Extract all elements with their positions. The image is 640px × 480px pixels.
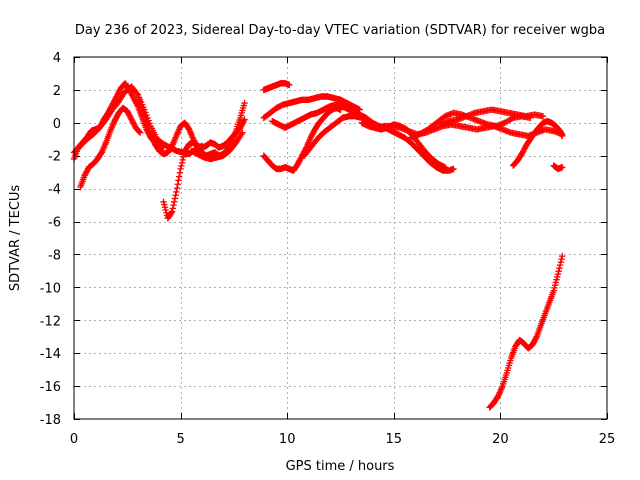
data-point [172,192,179,199]
series-track-o [407,109,534,141]
data-point [175,177,182,184]
data-point [171,198,178,205]
data-point [145,124,152,131]
data-point [173,184,181,192]
series-track-r [550,162,566,173]
x-tick-label: 15 [386,432,403,447]
y-tick-label: -10 [40,281,61,296]
x-tick-label: 10 [279,432,296,447]
data-point [179,156,186,164]
series-track-p [437,106,547,128]
series-track-f [188,129,246,163]
x-axis-label: GPS time / hours [286,459,395,474]
data-points [70,80,566,411]
data-point [141,111,148,118]
data-point [170,201,177,209]
grid-lines [74,57,607,419]
plot-frame [73,56,608,420]
data-point [180,153,187,161]
data-point [143,117,150,125]
x-tick-label: 25 [599,432,616,447]
x-tick-label: 0 [70,432,78,447]
data-point [144,121,151,128]
data-point [554,271,562,278]
data-point [239,129,246,136]
x-tick-label: 5 [176,432,184,447]
data-point [168,208,176,215]
x-tick-label: 20 [492,432,509,447]
y-tick-label: -6 [48,216,61,231]
data-point [559,164,566,171]
data-point [241,99,248,107]
series-track-s [486,252,566,411]
chart-title: Day 236 of 2023, Sidereal Day-to-day VTE… [75,23,605,38]
data-point [559,252,566,260]
y-tick-label: 2 [53,84,61,99]
data-point [177,165,184,173]
y-tick-label: -14 [40,347,61,362]
y-tick-label: 4 [53,51,61,66]
data-point [556,264,563,272]
y-tick-label: 0 [53,117,61,132]
tick-labels: 0 5 10 15 20 25 -18 -16 -14 -12 -10 -8 -6 -4 -2 0 2 4 [40,51,616,447]
data-point [174,181,181,188]
data-point [286,81,293,89]
data-point [134,91,142,99]
series-track-c [77,104,144,191]
data-point [539,113,547,120]
y-tick-label: -16 [40,380,61,395]
data-point [450,165,457,173]
y-tick-label: -8 [48,248,61,263]
data-point [556,261,564,269]
data-point [175,173,183,180]
data-point [171,195,179,202]
data-point [441,164,449,171]
y-tick-label: -18 [40,413,61,428]
series-track-g [260,80,293,94]
data-point [135,94,143,102]
data-point [180,150,188,158]
data-point [137,101,145,108]
data-point [240,117,248,125]
data-point [241,116,248,123]
y-tick-label: -2 [48,150,61,165]
data-point [136,129,144,136]
data-point [532,334,540,342]
data-point [139,104,146,112]
data-point [178,159,186,167]
data-point [557,258,565,266]
y-axis-label: SDTVAR / TECUs [8,185,23,292]
data-point [133,90,141,97]
data-point [558,255,565,263]
y-tick-label: -4 [48,183,61,198]
data-point [337,106,344,113]
data-point [173,188,180,196]
data-point [146,127,153,135]
data-point [169,205,176,212]
series-track-j [260,104,344,174]
series-track-q [509,117,566,169]
data-point [555,267,562,275]
data-point [136,98,144,105]
data-point [178,162,185,170]
data-point [168,209,175,216]
series-track-e [160,116,248,222]
data-point [559,132,566,140]
data-point [140,108,147,115]
data-point [142,114,149,122]
data-point [176,169,184,176]
data-point [136,128,143,136]
y-tick-label: -12 [40,314,61,329]
